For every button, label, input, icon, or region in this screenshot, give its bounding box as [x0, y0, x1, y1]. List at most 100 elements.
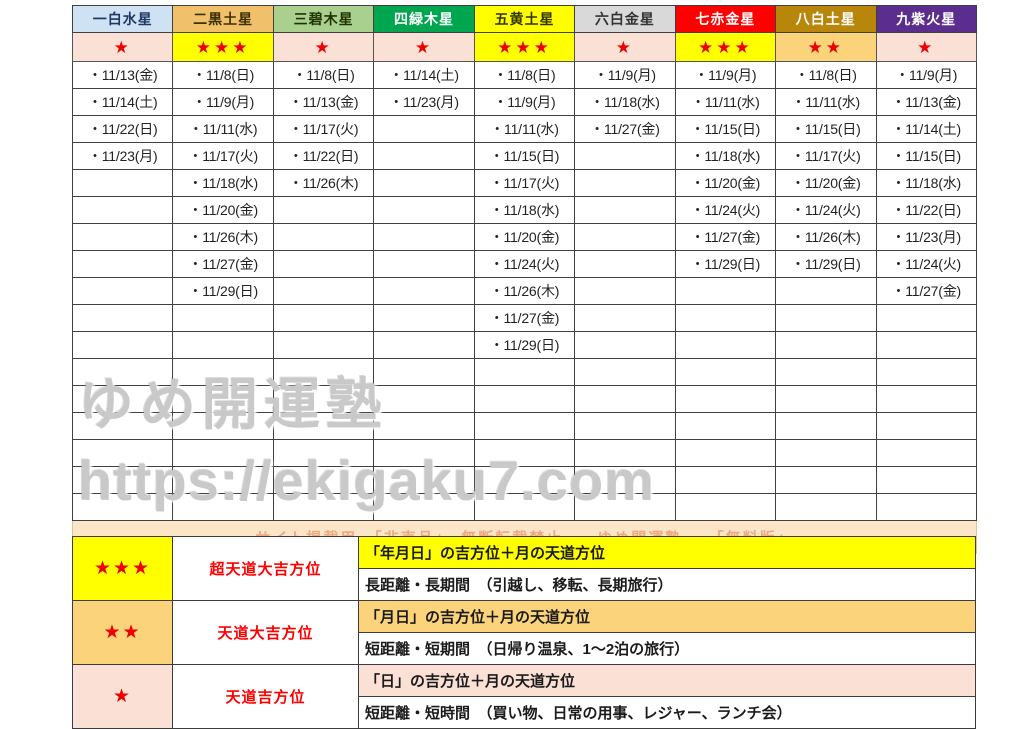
date-cell [775, 412, 877, 440]
table-row: ・11/27(金) ・11/24(火) ・11/29(日) ・11/29(日) ・11/… [71, 250, 977, 278]
legend-star-cell-1: ★★★ [72, 536, 173, 601]
date-cell: ・11/20(金) [775, 169, 877, 197]
star-icon: ★★★ [195, 37, 251, 57]
date-cell [574, 331, 676, 359]
table-row: ・11/14(土) ・11/9(月) ・11/13(金) ・11/23(月) ・11/9… [71, 88, 977, 116]
star-icon: ★ [615, 37, 635, 57]
date-cell [373, 223, 475, 251]
date-cell [71, 169, 174, 197]
date-cell [373, 115, 475, 143]
date-cell [875, 439, 977, 467]
date-cell [775, 277, 877, 305]
date-cell: ・11/26(木) [272, 169, 375, 197]
date-cell [875, 304, 977, 332]
date-cell [71, 304, 174, 332]
legend-desc-detail-1: 長距離・長期間 （引越し、移転、長期旅行） [358, 568, 976, 601]
date-cell [373, 142, 475, 170]
date-cell [674, 466, 777, 494]
date-cell [71, 196, 174, 224]
star-icon: ★★★ [497, 37, 552, 57]
date-cell: ・11/29(日) [674, 250, 777, 278]
date-cell: ・11/11(水) [674, 88, 777, 116]
table-rank-row: ★ ★★★ ★ ★ ★★★ ★ ★★★ ★★ ★ [71, 32, 977, 62]
date-cell [172, 466, 274, 494]
table-row: ・11/22(日) ・11/11(水) ・11/17(火) ・11/11(水) ・11/… [71, 115, 977, 143]
date-cell [373, 358, 475, 386]
date-cell: ・11/23(月) [373, 88, 475, 116]
date-cell [574, 493, 676, 521]
date-cell: ・11/18(水) [574, 88, 676, 116]
date-cell [272, 304, 375, 332]
date-cell [875, 493, 977, 521]
date-cell [172, 439, 274, 467]
date-cell [272, 439, 375, 467]
date-cell: ・11/13(金) [272, 88, 375, 116]
date-cell: ・11/29(日) [775, 250, 877, 278]
legend-row: ★ 天道吉方位 「日」の吉方位＋月の天道方位 [72, 664, 976, 729]
star-icon: ★ [414, 37, 434, 57]
legend-star-cell-3: ★ [72, 664, 173, 729]
table-row: ・11/29(日) ・11/26(木) ・11/27(金) [71, 277, 977, 305]
date-cell: ・11/9(月) [674, 61, 777, 89]
date-cell [71, 439, 174, 467]
date-cell [775, 493, 877, 521]
date-cell [574, 277, 676, 305]
date-cell [373, 439, 475, 467]
nine-star-date-table: 一白水星 二黒土星 三碧木星 四緑木星 五黄土星 六白金星 七赤金星 八白土星 九紫火星 ★ ★★… [71, 5, 977, 554]
date-cell [775, 331, 877, 359]
star-icon: ★★ [807, 37, 845, 57]
rank-stars-6: ★ [574, 32, 676, 62]
date-cell: ・11/14(土) [71, 88, 174, 116]
date-cell: ・11/8(日) [172, 61, 274, 89]
date-cell [272, 277, 375, 305]
date-cell: ・11/18(水) [473, 196, 576, 224]
date-cell [775, 385, 877, 413]
date-cell [574, 250, 676, 278]
date-cell: ・11/26(木) [775, 223, 877, 251]
star-icon: ★ [113, 37, 132, 57]
date-cell [875, 412, 977, 440]
date-cell [373, 493, 475, 521]
legend-name-2: 天道大吉方位 [172, 600, 359, 665]
date-cell [71, 385, 174, 413]
column-header-6: 六白金星 [574, 5, 676, 33]
date-cell: ・11/11(水) [172, 115, 274, 143]
date-cell: ・11/27(金) [172, 250, 274, 278]
star-icon: ★★★ [93, 558, 152, 579]
star-icon: ★ [314, 37, 333, 57]
date-cell [775, 358, 877, 386]
date-cell: ・11/29(日) [172, 277, 274, 305]
date-cell [172, 304, 274, 332]
date-cell [674, 331, 777, 359]
date-cell [574, 385, 676, 413]
date-cell [272, 331, 375, 359]
table-row: ・11/13(金) ・11/8(日) ・11/8(日) ・11/14(土) ・11/8(… [71, 61, 977, 89]
legend-desc-detail-2: 短距離・短期間 （日帰り温泉、1〜2泊の旅行） [358, 632, 976, 665]
legend-row-detail: 長距離・長期間 （引越し、移転、長期旅行） [73, 568, 976, 601]
date-cell: ・11/23(月) [71, 142, 174, 170]
date-cell: ・11/15(日) [775, 115, 877, 143]
rank-stars-4: ★ [373, 32, 475, 62]
rank-stars-8: ★★ [775, 32, 877, 62]
column-header-3: 三碧木星 [272, 5, 375, 33]
date-cell [574, 439, 676, 467]
date-cell [674, 304, 777, 332]
date-cell: ・11/8(日) [272, 61, 375, 89]
rank-stars-7: ★★★ [674, 32, 777, 62]
date-cell: ・11/22(日) [272, 142, 375, 170]
column-header-9: 九紫火星 [875, 5, 977, 33]
date-cell [574, 304, 676, 332]
date-cell [373, 196, 475, 224]
date-cell [574, 196, 676, 224]
date-cell [172, 412, 274, 440]
rank-stars-9: ★ [875, 32, 977, 62]
table-header-row: 一白水星 二黒土星 三碧木星 四緑木星 五黄土星 六白金星 七赤金星 八白土星 九紫火星 [71, 5, 977, 33]
date-cell [875, 466, 977, 494]
date-cell [272, 412, 375, 440]
column-header-8: 八白土星 [775, 5, 877, 33]
date-cell: ・11/24(火) [473, 250, 576, 278]
date-cell: ・11/18(水) [674, 142, 777, 170]
date-cell: ・11/22(日) [875, 196, 977, 224]
date-cell [172, 385, 274, 413]
date-cell [71, 466, 174, 494]
